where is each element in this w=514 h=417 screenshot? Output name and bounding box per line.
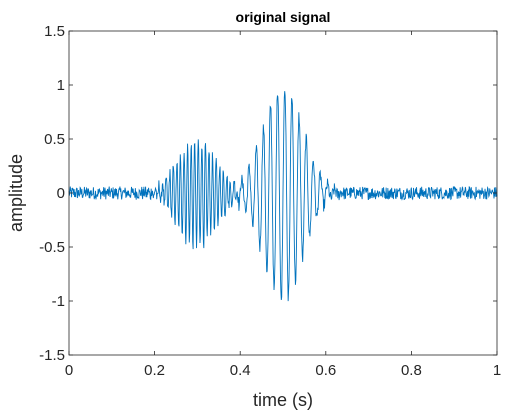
y-tick-label: 1.5 [44,23,65,40]
x-axis-label: time (s) [253,390,313,410]
y-tick-label: 0.5 [44,131,65,148]
x-tick-label: 0.6 [315,362,336,379]
x-tick-label: 1 [493,362,501,379]
x-tick-label: 0 [65,362,73,379]
y-axis-label: amplitude [6,154,26,232]
x-tick-label: 0.8 [401,362,422,379]
x-tick-label: 0.4 [230,362,251,379]
y-tick-label: 1 [57,77,65,94]
chart-title: original signal [236,9,331,25]
signal-line [68,91,498,302]
y-tick-label: 0 [57,185,65,202]
y-tick-label: -0.5 [39,239,65,256]
y-tick-label: -1.5 [39,347,65,364]
x-tick-label: 0.2 [144,362,165,379]
axes: 0 0.2 0.4 0.6 0.8 1 -1.5 -1 -0.5 0 0.5 1 1.5 [39,23,501,379]
y-tick-label: -1 [52,293,65,310]
plot-area [68,91,498,302]
